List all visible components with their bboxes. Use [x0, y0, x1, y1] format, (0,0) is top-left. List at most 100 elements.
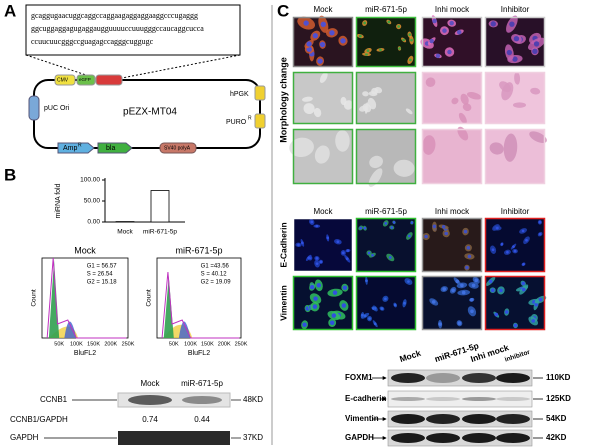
column-header: Mock — [313, 207, 333, 216]
nucleus — [320, 21, 327, 27]
egfp-label: eGFP — [79, 77, 91, 82]
row-label: Morphology change — [278, 57, 288, 143]
dash — [25, 54, 96, 79]
cmv — [54, 74, 76, 86]
size-label: 54KD — [546, 414, 567, 423]
nucleus — [410, 38, 413, 42]
sequence-line: ggcuggaggagugaggaugguuuuccuuugggccaucagg… — [31, 24, 204, 33]
fit-line — [46, 257, 127, 339]
nucleus — [346, 249, 350, 252]
nucleus — [494, 312, 499, 317]
dash — [121, 54, 241, 79]
cell — [369, 155, 383, 169]
nucleus — [488, 279, 493, 284]
micrograph-border — [355, 128, 417, 185]
cell — [301, 96, 313, 102]
band — [462, 414, 496, 424]
cell — [451, 97, 459, 105]
cell — [314, 145, 330, 164]
nucleus — [431, 300, 436, 304]
row-label: E-Cadherin — [278, 222, 288, 267]
nucleus — [521, 287, 526, 292]
nucleus — [474, 278, 479, 283]
column-header: Inhi mock — [435, 207, 470, 216]
amp-label: Amp — [63, 145, 78, 152]
nucleus — [432, 18, 437, 24]
flow-x-label: BluFL2 — [74, 350, 96, 357]
nucleus — [490, 21, 497, 27]
flow-x-label: BluFL2 — [188, 350, 210, 357]
panel-label: B — [4, 165, 16, 184]
panel-label: A — [4, 1, 16, 20]
micrograph-border — [292, 71, 354, 125]
band — [462, 373, 496, 383]
nucleus — [408, 33, 412, 36]
nucleus — [319, 41, 326, 48]
flow-stat: S = 40.12 — [201, 272, 228, 278]
nucleus — [402, 38, 405, 42]
band — [391, 433, 425, 443]
micrograph-border — [484, 128, 546, 185]
puro-label: PURO — [226, 119, 247, 126]
micrograph-border — [421, 16, 483, 68]
flow-x-tick: 200K — [218, 341, 231, 347]
flow-x-tick: 100K — [70, 341, 83, 347]
nucleus — [525, 238, 528, 242]
cell — [512, 102, 527, 108]
nucleus — [465, 265, 469, 270]
nucleus — [363, 21, 367, 25]
row-label: FOXM1 — [345, 373, 373, 382]
nucleus — [393, 303, 397, 307]
nucleus — [307, 256, 311, 260]
nucleus — [534, 302, 539, 307]
size-label: 125KD — [546, 394, 571, 403]
nucleus — [363, 314, 367, 318]
nucleus — [368, 317, 371, 320]
nucleus — [336, 240, 340, 244]
row-label: Vimentin — [278, 285, 288, 321]
sequence-line: gcaggugaacuggcaggccaggaagaggaggaaggcccug… — [31, 11, 198, 20]
nucleus — [495, 226, 499, 230]
micrograph — [422, 218, 482, 272]
nucleus — [380, 307, 384, 310]
nucleus — [461, 290, 466, 295]
cell — [405, 108, 413, 115]
micrograph-border — [421, 128, 483, 185]
nucleus — [319, 260, 323, 264]
flow-y-label: Count — [31, 289, 38, 307]
x-tick-label: miR-671-5p — [143, 229, 177, 236]
band — [426, 414, 460, 424]
nucleus — [471, 283, 476, 288]
band — [391, 397, 425, 401]
nucleus — [457, 321, 462, 326]
band — [182, 396, 222, 404]
sequence-line: ccuucuucgggccguagagccagggcuggugc — [31, 37, 154, 46]
flow-x-tick: 150K — [201, 341, 214, 347]
band — [391, 414, 425, 424]
nucleus — [363, 226, 367, 230]
nucleus — [491, 248, 495, 252]
nucleus — [384, 297, 387, 301]
nucleus — [469, 297, 474, 302]
cell — [499, 81, 512, 93]
nucleus — [538, 232, 542, 236]
flow-x-tick: 50K — [169, 341, 179, 347]
nucleus — [387, 20, 391, 24]
nucleus — [359, 34, 362, 38]
nucleus — [456, 30, 462, 35]
nucleus — [315, 257, 319, 260]
lane-header: miR-671-5p — [181, 379, 223, 388]
nucleus — [366, 49, 370, 53]
column-header: Inhibitor — [501, 207, 530, 216]
size-label: 48KD — [243, 395, 263, 404]
row-label: CCNB1/GAPDH — [10, 415, 68, 424]
nucleus — [521, 229, 525, 233]
band — [496, 414, 530, 424]
flow-x-tick: 100K — [184, 341, 197, 347]
flow-stat: G2 = 15.18 — [87, 280, 118, 286]
nucleus — [329, 30, 335, 36]
cell — [514, 71, 521, 85]
nucleus — [331, 313, 337, 318]
size-label: 42KD — [546, 433, 567, 442]
nucleus — [398, 47, 401, 50]
